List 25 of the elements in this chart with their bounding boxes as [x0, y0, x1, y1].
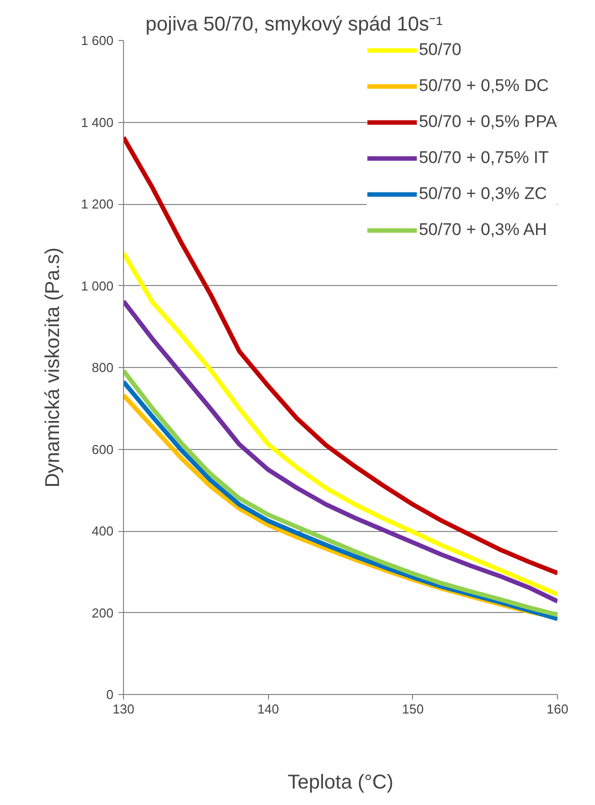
y-tick-label: 600 — [92, 442, 114, 457]
y-tick-label: 400 — [92, 524, 114, 538]
y-axis-title: Dynamická viskozita (Pa.s) — [42, 247, 64, 488]
legend-label: 50/70 — [418, 40, 462, 60]
chart-title: pojiva 50/70, smykový spád 10s⁻¹ — [146, 14, 443, 36]
line-series — [124, 135, 558, 576]
y-tick-label: 1 000 — [80, 278, 114, 294]
legend-label: 50/70 + 0,3% AH — [418, 220, 547, 240]
x-tick-label: 160 — [546, 702, 568, 716]
x-tick-label: 150 — [402, 702, 424, 716]
y-tick-label: 800 — [92, 360, 114, 375]
x-tick-label: 130 — [112, 702, 134, 716]
y-tick-label: 1 400 — [80, 114, 114, 130]
y-tick-label: 1 600 — [80, 33, 114, 48]
legend-label: 50/70 + 0,3% ZC — [418, 184, 547, 204]
line-series — [124, 250, 558, 597]
y-tick-label: 200 — [92, 605, 114, 620]
legend-label: 50/70 + 0,5% PPA — [418, 112, 557, 132]
y-tick-label: 0 — [106, 687, 114, 702]
x-tick-label: 140 — [257, 702, 280, 716]
y-tick-label: 1 200 — [80, 196, 114, 212]
legend-label: 50/70 + 0,75% IT — [418, 148, 549, 168]
x-axis-title: Teplota (°C) — [288, 772, 394, 794]
line-series — [124, 299, 558, 604]
legend-label: 50/70 + 0,5% DC — [418, 76, 549, 96]
